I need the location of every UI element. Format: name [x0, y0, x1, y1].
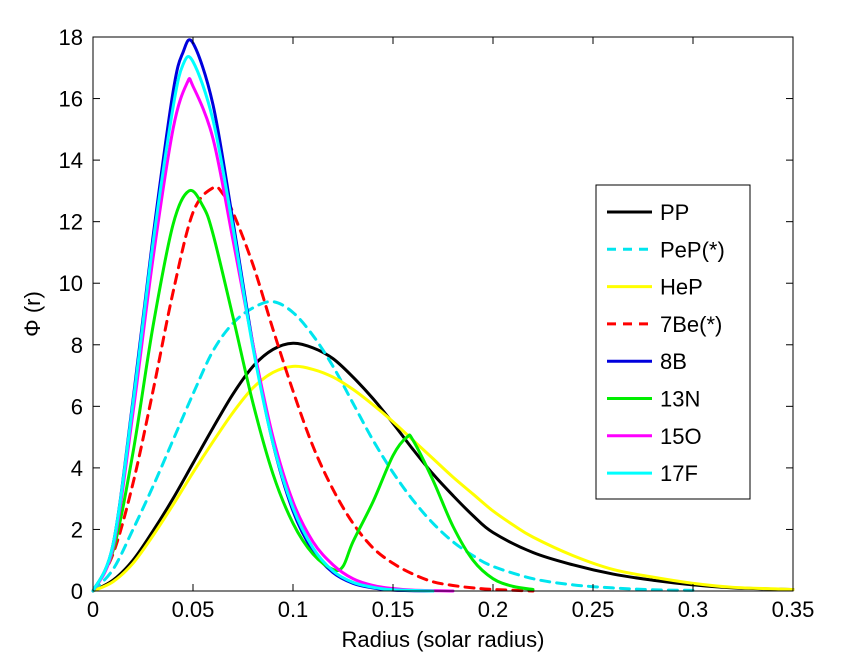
y-tick-label: 10: [59, 271, 83, 296]
legend-label-3: 7Be(*): [660, 312, 722, 337]
legend-label-7: 17F: [660, 461, 698, 486]
x-tick-label: 0.2: [478, 597, 509, 622]
series-line-0: [91, 341, 795, 593]
x-tick-label: 0.35: [772, 597, 815, 622]
series-line-1: [91, 300, 695, 593]
legend-label-1: PeP(*): [660, 237, 725, 262]
series-line-7: [91, 55, 435, 593]
y-axis-title: Φ (r): [20, 291, 45, 337]
legend-label-4: 8B: [660, 349, 687, 374]
y-tick-label: 14: [59, 148, 83, 173]
x-tick-label: 0.15: [372, 597, 415, 622]
y-tick-label: 12: [59, 210, 83, 235]
x-tick-label: 0.3: [678, 597, 709, 622]
y-tick-label: 6: [71, 394, 83, 419]
x-axis-title: Radius (solar radius): [342, 627, 545, 652]
y-tick-label: 4: [71, 456, 83, 481]
legend-label-5: 13N: [660, 387, 700, 412]
series-line-2: [91, 364, 795, 593]
x-tick-label: 0.25: [572, 597, 615, 622]
legend: PP PeP(*) HeP 7Be(*) 8B 13N 15O 17F: [595, 184, 751, 500]
series-line-5: [91, 188, 535, 593]
x-tick-label: 0: [87, 597, 99, 622]
y-tick-label: 0: [71, 579, 83, 604]
series-line-3: [91, 185, 535, 593]
legend-box: [595, 184, 751, 500]
legend-label-0: PP: [660, 200, 689, 225]
legend-label-6: 15O: [660, 424, 702, 449]
y-tick-label: 16: [59, 87, 83, 112]
plot-frame: [92, 36, 794, 592]
series-layer: [91, 38, 795, 593]
y-tick-label: 18: [59, 25, 83, 50]
ticks-layer: 0 0.05 0.1 0.15 0.2 0.25 0.3 0.35 0 2 4 6 8 10 12 14 16 1…: [59, 25, 815, 622]
x-tick-label: 0.05: [172, 597, 215, 622]
legend-label-2: HeP: [660, 275, 703, 300]
y-tick-label: 8: [71, 333, 83, 358]
x-tick-label: 0.1: [278, 597, 309, 622]
y-tick-label: 2: [71, 517, 83, 542]
